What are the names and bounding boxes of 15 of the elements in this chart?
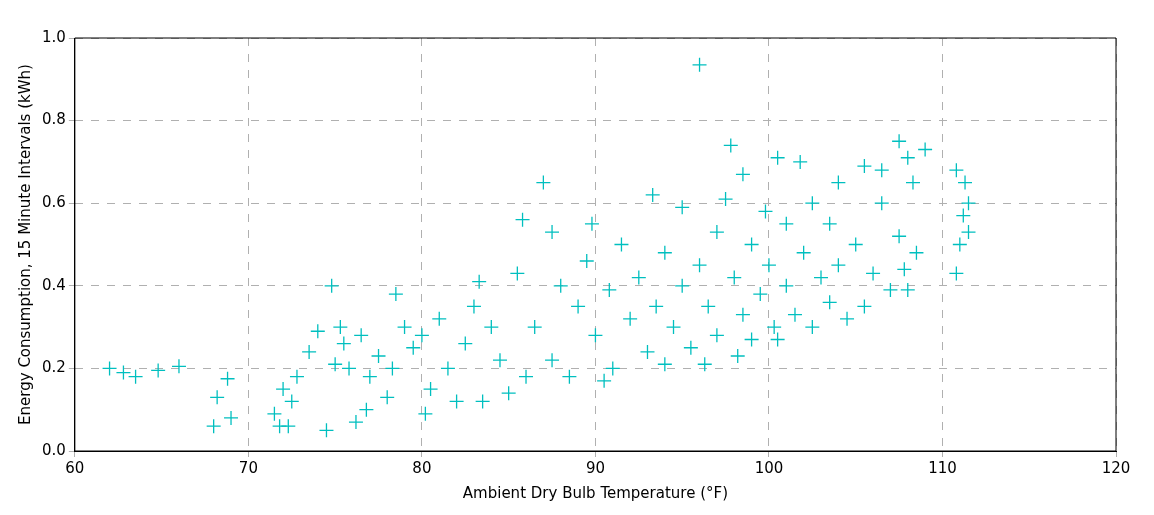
x-tick-label: 60 xyxy=(65,458,85,477)
y-axis-title: Energy Consumption, 15 Minute Intervals (kWh) xyxy=(15,64,34,425)
y-tick-label: 0.4 xyxy=(42,275,66,294)
y-tick-label: 0.0 xyxy=(42,440,66,459)
y-tick-label: 0.6 xyxy=(42,193,66,212)
x-axis-title: Ambient Dry Bulb Temperature (°F) xyxy=(462,483,729,502)
x-tick-label: 100 xyxy=(754,458,784,477)
x-tick-label: 80 xyxy=(412,458,432,477)
y-tick-label: 0.8 xyxy=(42,110,66,129)
x-tick-label: 90 xyxy=(585,458,605,477)
x-tick-label: 70 xyxy=(238,458,258,477)
x-tick-label: 120 xyxy=(1101,458,1131,477)
x-tick-label: 110 xyxy=(928,458,957,477)
y-tick-label: 1.0 xyxy=(42,27,66,46)
y-tick-label: 0.2 xyxy=(42,358,66,377)
